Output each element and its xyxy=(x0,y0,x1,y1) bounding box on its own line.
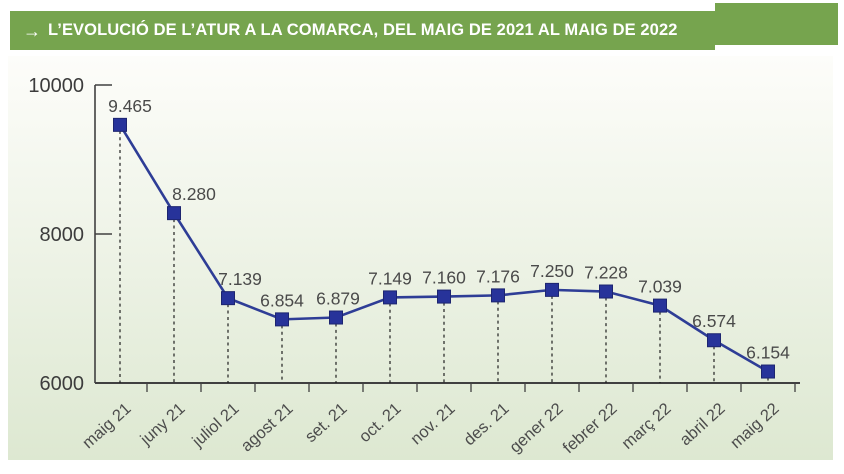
data-point-marker xyxy=(491,288,505,303)
data-point-label: 8.280 xyxy=(172,184,216,204)
data-point-label: 7.160 xyxy=(422,268,466,288)
data-point-label: 7.228 xyxy=(584,263,628,283)
data-point-marker xyxy=(707,333,721,348)
data-point-marker xyxy=(275,312,289,327)
y-tick-label: 8000 xyxy=(40,224,85,246)
data-point-marker xyxy=(221,291,235,306)
data-point-label: 7.176 xyxy=(476,266,520,286)
data-point-label: 9.465 xyxy=(108,96,152,116)
arrow-right-icon: → xyxy=(23,20,41,41)
data-point-marker xyxy=(383,290,397,305)
data-point-marker xyxy=(545,282,559,297)
plot-background xyxy=(8,56,833,460)
data-point-label: 6.854 xyxy=(260,290,304,310)
data-point-label: 7.139 xyxy=(218,269,262,289)
data-point-marker xyxy=(167,206,181,221)
data-point-marker xyxy=(761,364,775,379)
data-point-marker xyxy=(437,289,451,304)
data-point-marker xyxy=(653,298,667,313)
data-point-label: 6.574 xyxy=(692,311,736,331)
data-point-label: 7.250 xyxy=(530,261,574,281)
data-point-marker xyxy=(113,117,127,132)
chart-title: L’EVOLUCIÓ DE L’ATUR A LA COMARCA, DEL M… xyxy=(48,21,678,40)
data-point-label: 7.149 xyxy=(368,268,412,288)
data-point-marker xyxy=(329,310,343,325)
data-point-marker xyxy=(599,284,613,299)
title-banner-extension xyxy=(715,3,838,45)
y-tick-label: 10000 xyxy=(28,75,84,97)
data-point-label: 6.879 xyxy=(316,289,360,309)
title-banner: → L’EVOLUCIÓ DE L’ATUR A LA COMARCA, DEL… xyxy=(10,11,715,50)
data-point-label: 7.039 xyxy=(638,277,682,297)
data-point-label: 6.154 xyxy=(746,343,790,363)
y-tick-label: 6000 xyxy=(40,373,85,395)
